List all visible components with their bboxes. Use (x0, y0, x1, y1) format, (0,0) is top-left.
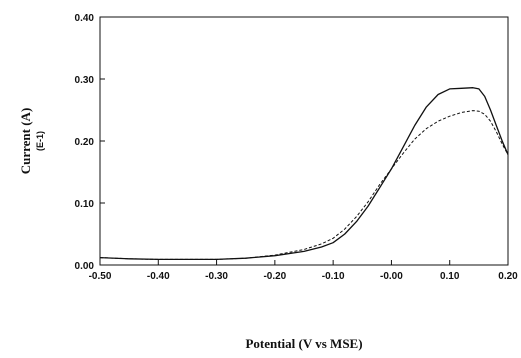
y-tick-label: 0.10 (75, 199, 95, 210)
y-tick-label: 0.20 (75, 137, 95, 148)
y-axis-title: Current (A) (18, 108, 33, 175)
x-tick-label: -0.30 (205, 271, 228, 282)
x-tick-label: -0.50 (89, 271, 112, 282)
x-tick-label: 0.20 (498, 271, 518, 282)
y-tick-label: 0.40 (75, 13, 95, 24)
x-axis-title: Potential (V vs MSE) (245, 336, 362, 351)
x-tick-label: -0.10 (322, 271, 345, 282)
series-line-solid (99, 87, 509, 261)
series-layer (99, 87, 509, 261)
x-axis: -0.50 -0.40 -0.30 -0.20 -0.10 -0.00 0.10 0.20 (89, 260, 518, 282)
y-tick-label: 0.30 (75, 75, 95, 86)
x-tick-label: -0.00 (380, 271, 403, 282)
y-tick-label: 0.00 (75, 261, 95, 272)
x-tick-label: -0.40 (147, 271, 170, 282)
plot-frame (99, 16, 509, 266)
plot-area (99, 16, 509, 266)
x-tick-label: -0.20 (263, 271, 286, 282)
y-axis-unit: (E-1) (35, 131, 45, 151)
y-axis: 0.00 0.10 0.20 0.30 0.40 (75, 13, 105, 272)
series-line-dashed (99, 110, 509, 260)
x-tick-label: 0.10 (440, 271, 460, 282)
